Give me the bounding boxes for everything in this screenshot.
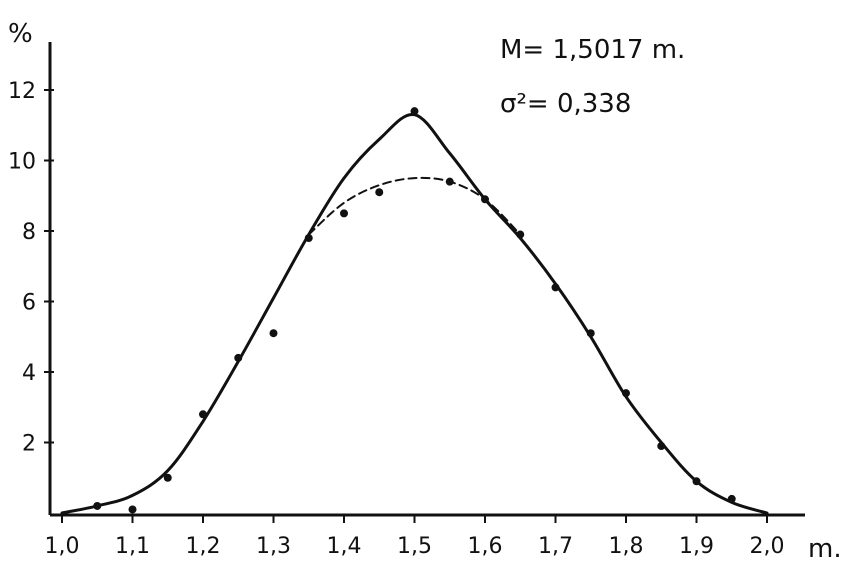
- y-tick-label: 8: [22, 220, 36, 245]
- data-point: [727, 494, 736, 503]
- y-tick-label: 12: [8, 79, 36, 104]
- x-tick-label: 1,1: [115, 534, 150, 559]
- y-tick-label: 4: [22, 361, 36, 386]
- data-point: [586, 329, 595, 338]
- data-point: [445, 177, 454, 186]
- x-tick-label: 2,0: [750, 534, 785, 559]
- y-tick-label: 10: [8, 150, 36, 175]
- data-point: [516, 230, 525, 239]
- x-tick-label: 1,9: [679, 534, 714, 559]
- data-point: [551, 283, 560, 292]
- y-ticks: 2 4 6 8 10 12: [8, 79, 54, 457]
- points-layer: [93, 107, 736, 514]
- data-point: [199, 410, 207, 419]
- x-tick-label: 1,7: [538, 534, 573, 559]
- x-tick-label: 1,6: [468, 534, 503, 559]
- data-point: [304, 234, 313, 243]
- dashed-curve: [307, 176, 522, 236]
- y-axis-label: %: [8, 19, 33, 49]
- chart-axes: [48, 42, 805, 517]
- data-point: [481, 195, 489, 204]
- data-point: [410, 107, 419, 116]
- y-tick-label: 6: [22, 291, 36, 316]
- x-ticks: 1,0 1,1 1,2 1,3 1,4 1,5 1,6 1,7 1,8 1,9 2,0: [45, 515, 785, 559]
- y-tick-label: 2: [22, 432, 36, 457]
- x-tick-label: 1,3: [256, 534, 291, 559]
- annotation-variance: σ²= 0,338: [500, 89, 631, 119]
- data-point: [657, 442, 666, 451]
- data-point: [163, 473, 172, 482]
- series-layer: [60, 113, 769, 515]
- x-tick-label: 1,2: [186, 534, 221, 559]
- x-tick-label: 1,5: [397, 534, 432, 559]
- data-point: [234, 353, 243, 362]
- data-point: [128, 505, 137, 514]
- data-point: [692, 477, 701, 486]
- x-tick-label: 1,4: [327, 534, 362, 559]
- data-point: [375, 188, 384, 197]
- solid-curve: [60, 113, 769, 515]
- x-tick-label: 1,0: [45, 534, 80, 559]
- data-point: [340, 209, 348, 218]
- x-tick-label: 1,8: [609, 534, 644, 559]
- data-point: [93, 501, 102, 510]
- data-point: [269, 329, 278, 338]
- annotation-mean: M= 1,5017 m.: [500, 35, 685, 65]
- data-point: [622, 389, 630, 398]
- x-axis-label: m.: [808, 534, 842, 564]
